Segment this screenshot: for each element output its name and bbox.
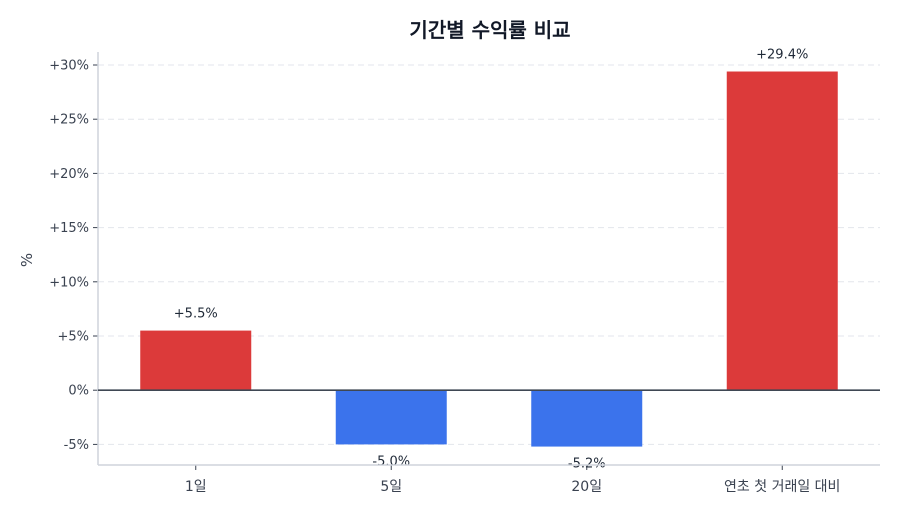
data-label: +29.4% bbox=[756, 48, 808, 63]
bar bbox=[335, 390, 447, 445]
bar bbox=[726, 71, 838, 391]
y-tick-label: +25% bbox=[49, 113, 89, 128]
y-tick-label: 0% bbox=[68, 384, 89, 399]
x-tick-label: 연초 첫 거래일 대비 bbox=[724, 479, 840, 495]
y-tick-label: +5% bbox=[57, 330, 89, 345]
bar bbox=[531, 390, 643, 447]
y-tick-label: +10% bbox=[49, 275, 89, 290]
data-label: -5.2% bbox=[568, 457, 606, 472]
y-tick-label: +30% bbox=[49, 59, 89, 74]
x-tick-label: 1일 bbox=[185, 479, 207, 495]
y-axis-label: % bbox=[18, 253, 36, 267]
chart-title: 기간별 수익률 비교 bbox=[409, 18, 570, 42]
x-tick-label: 5일 bbox=[380, 479, 402, 495]
x-tick-label: 20일 bbox=[571, 479, 602, 495]
y-tick-label: -5% bbox=[64, 438, 89, 453]
bar bbox=[140, 330, 252, 391]
y-tick-label: +15% bbox=[49, 221, 89, 236]
y-tick-label: +20% bbox=[49, 167, 89, 182]
data-label: +5.5% bbox=[174, 307, 218, 322]
